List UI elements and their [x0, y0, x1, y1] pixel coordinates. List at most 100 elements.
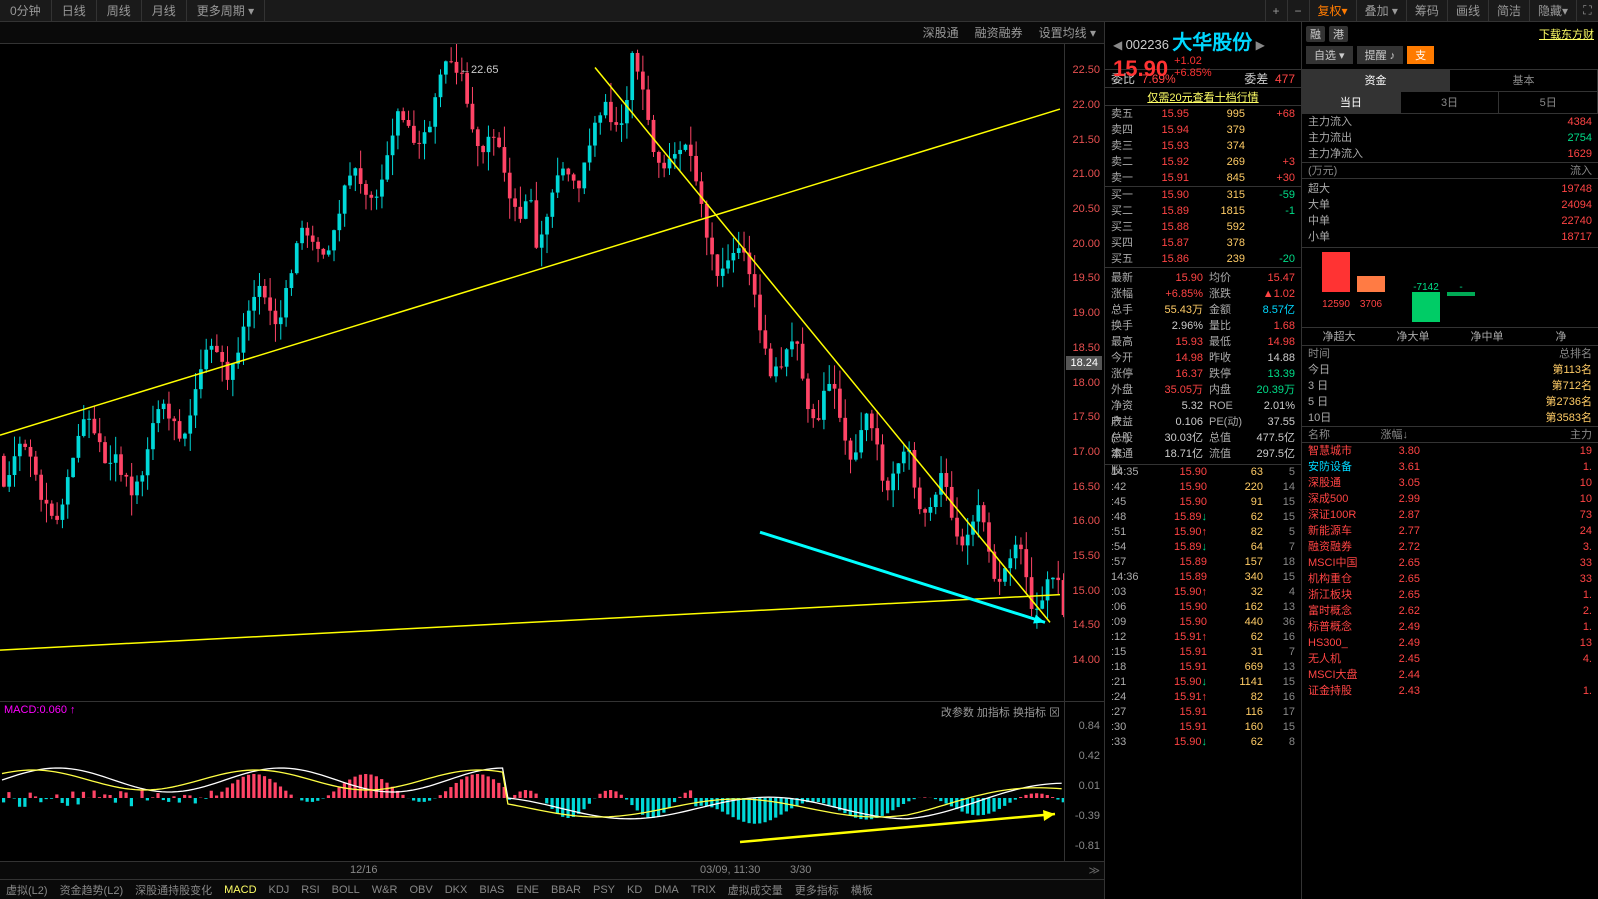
sector-row[interactable]: 智慧城市3.8019 — [1302, 443, 1598, 459]
orderbook-row: 卖二15.92269+3 — [1105, 154, 1301, 170]
adjust-btn[interactable]: 复权▾ — [1309, 0, 1356, 22]
tab-5d[interactable]: 5日 — [1499, 92, 1598, 113]
orderbook-row: 卖一15.91845+30 — [1105, 170, 1301, 186]
indicator-BBAR[interactable]: BBAR — [545, 884, 587, 896]
sector-row[interactable]: 标普概念2.491. — [1302, 619, 1598, 635]
margin-link[interactable]: 融资融券 — [967, 24, 1031, 41]
sector-row[interactable]: 证金持股2.431. — [1302, 683, 1598, 699]
tick-row: :3315.90↓628 — [1105, 735, 1301, 750]
tick-row: :1515.91317 — [1105, 645, 1301, 660]
right-header: 融 港 下载东方财 自选 ▾ 提醒 ♪ 支 — [1302, 22, 1598, 70]
sector-row[interactable]: 深股通3.0510 — [1302, 475, 1598, 491]
macd-tools[interactable]: 改参数 加指标 换指标 ⊠ — [941, 704, 1060, 720]
tick-row: :4515.909115 — [1105, 495, 1301, 510]
macd-svg — [0, 702, 1065, 862]
netflow-barchart: 125903706-7142- — [1302, 248, 1598, 328]
indicator-深股通持股变化[interactable]: 深股通持股变化 — [129, 882, 218, 898]
alert-btn[interactable]: 提醒 ♪ — [1357, 46, 1404, 64]
sector-row[interactable]: MSCI中国2.6533 — [1302, 555, 1598, 571]
tab-basic[interactable]: 基本 — [1450, 70, 1598, 91]
support-btn[interactable]: 支 — [1407, 46, 1434, 64]
promo-banner[interactable]: 仅需20元查看十档行情 — [1105, 88, 1301, 106]
indicator-BOLL[interactable]: BOLL — [326, 884, 366, 896]
tick-row: :1215.91↑6216 — [1105, 630, 1301, 645]
tab-3d[interactable]: 3日 — [1401, 92, 1500, 113]
indicator-BIAS[interactable]: BIAS — [473, 884, 510, 896]
unit-header: (万元)流入 — [1302, 163, 1598, 179]
indicator-W&R[interactable]: W&R — [366, 884, 404, 896]
tick-row: :0315.90↑324 — [1105, 585, 1301, 600]
sector-row[interactable]: 新能源车2.7724 — [1302, 523, 1598, 539]
indicator-TRIX[interactable]: TRIX — [685, 884, 722, 896]
macd-yaxis: 0.840.420.01-0.39-0.81 — [1064, 702, 1104, 861]
zoom-in-icon[interactable]: + — [1265, 0, 1287, 22]
svg-text:-: - — [1459, 282, 1462, 293]
drawline-btn[interactable]: 画线 — [1447, 0, 1488, 22]
ma-settings-btn[interactable]: 设置均线 ▾ — [1031, 24, 1104, 41]
badge-hk: 港 — [1329, 26, 1348, 42]
indicator-KD[interactable]: KD — [621, 884, 648, 896]
download-link[interactable]: 下载东方财 — [1539, 26, 1594, 42]
sgt-link[interactable]: 深股通 — [915, 24, 967, 41]
sector-header: 名称涨幅↓主力 — [1302, 427, 1598, 443]
chart-column: 深股通 融资融券 设置均线 ▾ ←22.65 22.5022.0021.5021… — [0, 22, 1105, 899]
last-price: 15.90 — [1113, 56, 1168, 81]
scroll-right-icon[interactable]: ≫ — [1088, 864, 1100, 877]
right-panel: ◀ 002236 大华股份 ▶ 15.90+1.02+6.85% 委比 7.69… — [1105, 22, 1598, 899]
orderbook-row: 卖三15.93374 — [1105, 138, 1301, 154]
tab-more-periods[interactable]: 更多周期 ▾ — [187, 0, 265, 22]
sector-row[interactable]: 浙江板块2.651. — [1302, 587, 1598, 603]
stat-grid: 最新15.90均价15.47涨幅+6.85%涨跌▲1.02总手55.43万金额8… — [1105, 268, 1301, 464]
zoom-out-icon[interactable]: − — [1287, 0, 1309, 22]
date-tick: 03/09, 11:30 — [700, 864, 760, 876]
sector-list: 智慧城市3.8019安防设备3.611.深股通3.0510深成5002.9910… — [1302, 443, 1598, 899]
sector-row[interactable]: 深证100R2.8773 — [1302, 507, 1598, 523]
flow-rows: 主力流入4384主力流出2754主力净流入1629 — [1302, 114, 1598, 163]
watchlist-btn[interactable]: 自选 ▾ — [1306, 46, 1353, 64]
sector-row[interactable]: 富时概念2.622. — [1302, 603, 1598, 619]
indicator-更多指标[interactable]: 更多指标 — [789, 882, 845, 898]
indicator-KDJ[interactable]: KDJ — [263, 884, 296, 896]
stock-name[interactable]: 大华股份 — [1172, 32, 1252, 54]
macd-panel[interactable]: MACD:0.060 ↑ 改参数 加指标 换指标 ⊠ 0.840.420.01-… — [0, 701, 1104, 861]
indicator-DKX[interactable]: DKX — [439, 884, 474, 896]
price-yaxis: 22.5022.0021.5021.0020.5020.0019.5019.00… — [1064, 44, 1104, 701]
tab-funds[interactable]: 资金 — [1302, 70, 1450, 91]
sector-row[interactable]: 深成5002.9910 — [1302, 491, 1598, 507]
tab-today[interactable]: 当日 — [1302, 92, 1401, 113]
indicator-虚拟(L2)[interactable]: 虚拟(L2) — [0, 882, 54, 898]
indicator-DMA[interactable]: DMA — [648, 884, 684, 896]
tick-row: :5415.89↓647 — [1105, 540, 1301, 555]
indicator-RSI[interactable]: RSI — [295, 884, 325, 896]
indicator-OBV[interactable]: OBV — [403, 884, 438, 896]
sector-row[interactable]: 安防设备3.611. — [1302, 459, 1598, 475]
tab-monthly[interactable]: 月线 — [142, 0, 187, 22]
tick-row: :0615.9016213 — [1105, 600, 1301, 615]
indicator-资金趋势(L2)[interactable]: 资金趋势(L2) — [54, 882, 130, 898]
tab-0min[interactable]: 0分钟 — [0, 0, 52, 22]
indicator-虚拟成交量[interactable]: 虚拟成交量 — [722, 882, 789, 898]
candlestick-chart[interactable]: ←22.65 22.5022.0021.5021.0020.5020.0019.… — [0, 44, 1104, 701]
sector-row[interactable]: HS300_2.4913 — [1302, 635, 1598, 651]
sector-row[interactable]: 融资融券2.723. — [1302, 539, 1598, 555]
sector-row[interactable]: 机构重仓2.6533 — [1302, 571, 1598, 587]
tick-row: :4215.9022014 — [1105, 480, 1301, 495]
indicator-MACD[interactable]: MACD — [218, 884, 262, 896]
chips-btn[interactable]: 筹码 — [1406, 0, 1447, 22]
simple-btn[interactable]: 简洁 — [1488, 0, 1529, 22]
rank-table: 时间总排名 今日第113名3 日第712名5 日第2736名10日第3583名 — [1302, 346, 1598, 427]
indicator-PSY[interactable]: PSY — [587, 884, 621, 896]
overlay-btn[interactable]: 叠加 ▾ — [1356, 0, 1406, 22]
tick-row: :0915.9044036 — [1105, 615, 1301, 630]
indicator-ENE[interactable]: ENE — [510, 884, 545, 896]
sector-row[interactable]: 无人机2.454. — [1302, 651, 1598, 667]
tick-row: :2415.91↑8216 — [1105, 690, 1301, 705]
indicator-横板[interactable]: 横板 — [845, 882, 879, 898]
tab-weekly[interactable]: 周线 — [97, 0, 142, 22]
sector-row[interactable]: MSCI大盘2.44 — [1302, 667, 1598, 683]
orderbook-row: 买五15.86239-20 — [1105, 251, 1301, 267]
tab-daily[interactable]: 日线 — [52, 0, 97, 22]
tabs-main: 资金 基本 — [1302, 70, 1598, 92]
hide-btn[interactable]: 隐藏▾ — [1529, 0, 1576, 22]
fullscreen-icon[interactable]: ⛶ — [1576, 0, 1598, 22]
